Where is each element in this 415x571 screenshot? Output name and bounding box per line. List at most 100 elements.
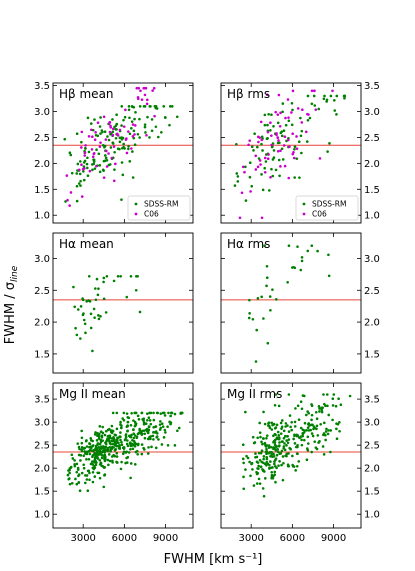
data-point <box>157 135 160 139</box>
data-point <box>335 427 338 431</box>
data-point <box>291 108 294 112</box>
data-point <box>270 113 273 116</box>
data-point <box>159 420 162 423</box>
data-point <box>120 440 123 444</box>
data-point <box>290 111 293 114</box>
data-point <box>326 150 329 153</box>
data-point <box>162 436 166 439</box>
data-point <box>261 469 265 473</box>
data-point <box>136 432 140 436</box>
data-point <box>281 478 285 482</box>
data-point <box>143 125 147 129</box>
points-hbeta-mean <box>63 86 179 207</box>
data-point <box>79 337 82 340</box>
data-point <box>100 456 104 460</box>
data-point <box>99 315 102 318</box>
data-point <box>305 413 308 417</box>
y-tick-label: 2.0 <box>34 159 50 170</box>
y-tick-label: 2.0 <box>364 318 380 329</box>
data-point <box>114 442 118 445</box>
panel-title: Mg II mean <box>59 387 126 401</box>
series-sdss-rm <box>241 393 352 498</box>
data-point <box>111 411 115 415</box>
data-point <box>126 439 129 442</box>
data-point <box>133 424 137 428</box>
data-point <box>83 450 86 453</box>
y-tick-label: 3.5 <box>34 81 50 92</box>
data-point <box>295 452 299 456</box>
data-point <box>307 411 311 415</box>
data-point <box>101 425 104 429</box>
data-point <box>66 198 69 202</box>
data-point <box>66 473 70 477</box>
data-point <box>176 429 179 433</box>
data-point <box>310 450 314 454</box>
data-point <box>97 287 100 290</box>
data-point <box>263 171 267 174</box>
data-point <box>70 171 74 175</box>
data-point <box>241 443 245 447</box>
data-point <box>290 123 294 127</box>
data-point <box>283 442 286 445</box>
data-point <box>343 94 347 98</box>
data-point <box>114 124 118 127</box>
data-point <box>272 125 275 128</box>
legend-box <box>127 195 191 221</box>
data-point <box>97 453 101 456</box>
data-point <box>285 444 288 447</box>
data-point <box>245 454 248 458</box>
data-point <box>300 151 303 155</box>
data-point <box>82 178 86 182</box>
data-point <box>86 166 89 170</box>
data-point <box>305 140 309 143</box>
data-point <box>91 466 95 470</box>
data-point <box>269 445 273 449</box>
data-point <box>236 175 240 178</box>
data-point <box>126 420 130 424</box>
data-point <box>154 425 157 429</box>
data-point <box>132 129 136 133</box>
data-point <box>90 460 94 463</box>
data-point <box>248 298 251 302</box>
data-point <box>80 471 84 475</box>
data-point <box>147 416 151 420</box>
data-point <box>107 463 110 467</box>
data-point <box>81 313 85 317</box>
data-point <box>87 458 91 461</box>
data-point <box>292 437 295 441</box>
data-point <box>270 134 273 137</box>
data-point <box>254 456 257 459</box>
data-point <box>142 419 145 422</box>
data-point <box>270 450 274 454</box>
x-tick-label: 9000 <box>153 533 178 544</box>
data-point <box>95 439 99 442</box>
data-point <box>259 435 262 439</box>
data-point <box>119 467 123 471</box>
data-point <box>329 429 333 432</box>
data-point <box>170 105 174 108</box>
data-point <box>180 411 184 415</box>
data-point <box>291 464 295 468</box>
data-point <box>147 446 150 449</box>
data-point <box>333 109 337 112</box>
data-point <box>301 108 304 112</box>
data-point <box>70 453 74 457</box>
data-point <box>110 429 114 432</box>
legend-box <box>295 195 359 221</box>
data-point <box>273 426 277 430</box>
y-tick-label: 3.0 <box>34 107 50 118</box>
data-point <box>286 280 289 284</box>
data-point <box>306 118 310 122</box>
points-halpha-mean <box>72 274 142 353</box>
data-point <box>244 468 247 471</box>
data-point <box>154 446 158 450</box>
panel-title: Hα mean <box>59 237 114 251</box>
data-point <box>294 469 297 472</box>
data-point <box>126 444 130 448</box>
data-point <box>324 430 328 433</box>
data-point <box>297 460 301 463</box>
data-point <box>95 164 98 168</box>
series-sdss-rm <box>247 244 331 363</box>
data-point <box>283 135 287 139</box>
